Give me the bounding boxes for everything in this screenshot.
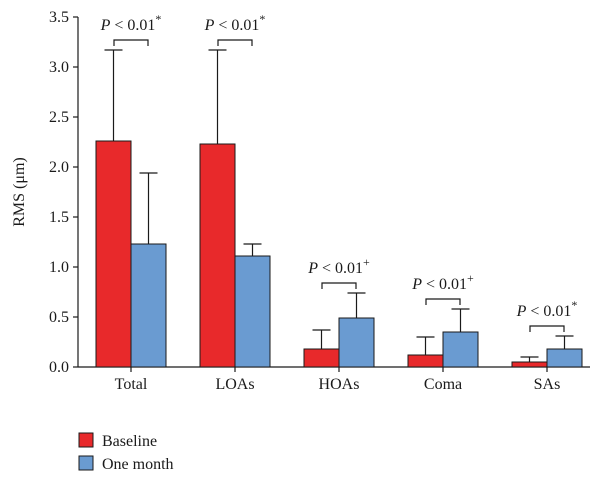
x-tick-label: Total (115, 376, 148, 393)
y-tick-label: 2.0 (49, 159, 69, 176)
bar-baseline (95, 140, 132, 368)
significance-bracket (113, 39, 149, 46)
legend-swatch-baseline (78, 432, 94, 448)
y-tick-label: 1.0 (49, 259, 69, 276)
x-tick-label: HOAs (319, 376, 360, 393)
significance-label: P < 0.01+ (307, 255, 370, 277)
significance-bracket (321, 282, 357, 289)
significance-label: P < 0.01+ (411, 271, 474, 293)
bar-baseline (199, 143, 236, 368)
bar-one-month (546, 348, 583, 368)
bar-one-month (234, 255, 271, 368)
significance-label: P < 0.01* (516, 298, 578, 320)
bar-one-month (442, 331, 479, 368)
legend-label-baseline: Baseline (102, 433, 157, 450)
significance-label: P < 0.01* (204, 12, 266, 34)
x-tick-label: LOAs (215, 376, 254, 393)
y-tick-label: 0.5 (49, 309, 69, 326)
significance-bracket (529, 325, 565, 332)
axes: 0.0 0.5 1.0 1.5 2.0 2.5 3.0 3.5 RMS (μm) Total LOA… (11, 9, 590, 393)
legend: Baseline One month (78, 432, 174, 473)
significance-bracket (425, 298, 461, 305)
y-tick-label: 3.5 (49, 9, 69, 26)
bars (95, 140, 583, 368)
y-tick-label: 1.5 (49, 209, 69, 226)
bar-one-month (130, 243, 167, 368)
y-tick-label: 3.0 (49, 59, 69, 76)
x-tick-label: Coma (424, 376, 462, 393)
significance-label: P < 0.01* (100, 12, 162, 34)
bar-baseline (303, 348, 340, 368)
y-tick-label: 0.0 (49, 359, 69, 376)
bar-baseline (511, 361, 548, 368)
bar-baseline (407, 354, 444, 368)
significance-bracket (217, 39, 253, 46)
error-bars (104, 49, 574, 362)
legend-label-one-month: One month (102, 456, 174, 473)
significance-annotations: P < 0.01* P < 0.01* P < 0.01+ P < 0.01+ P < … (100, 12, 578, 332)
x-tick-label: SAs (534, 376, 561, 393)
bar-one-month (338, 317, 375, 368)
y-axis-label: RMS (μm) (11, 157, 28, 226)
y-tick-label: 2.5 (49, 109, 69, 126)
legend-swatch-one-month (78, 455, 94, 471)
